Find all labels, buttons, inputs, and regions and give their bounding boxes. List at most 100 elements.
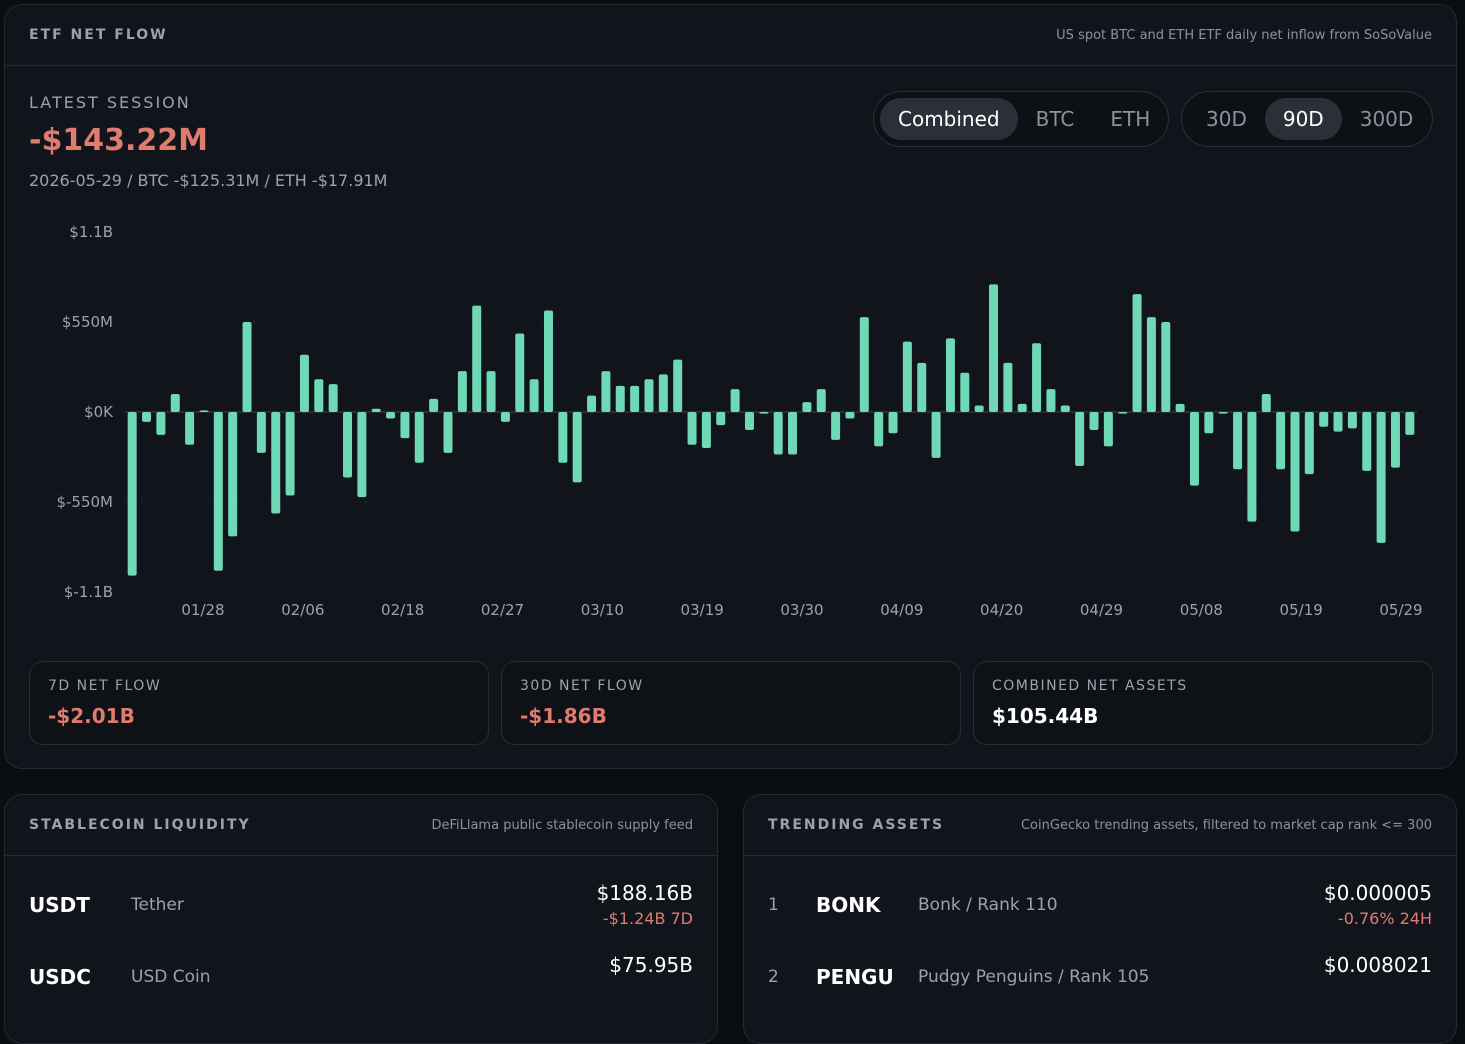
flow-bar[interactable] bbox=[644, 379, 654, 412]
flow-bar[interactable] bbox=[888, 412, 898, 434]
flow-bar[interactable] bbox=[1247, 412, 1257, 522]
flow-bar[interactable] bbox=[1017, 403, 1027, 412]
flow-bar[interactable] bbox=[687, 412, 697, 445]
flow-bar[interactable] bbox=[1218, 412, 1228, 414]
flow-bar[interactable] bbox=[587, 395, 597, 412]
flow-bar[interactable] bbox=[902, 341, 912, 412]
flow-bar[interactable] bbox=[472, 305, 482, 412]
flow-bar[interactable] bbox=[1390, 412, 1400, 468]
flow-bar[interactable] bbox=[831, 412, 841, 440]
flow-bar[interactable] bbox=[1304, 412, 1314, 475]
flow-bar[interactable] bbox=[730, 389, 740, 412]
flow-bar[interactable] bbox=[1032, 343, 1042, 412]
flow-bar[interactable] bbox=[371, 408, 381, 412]
flow-bar[interactable] bbox=[974, 405, 984, 412]
flow-bar[interactable] bbox=[759, 412, 769, 414]
flow-bar[interactable] bbox=[414, 412, 424, 463]
flow-bar[interactable] bbox=[773, 412, 783, 455]
flow-bar[interactable] bbox=[744, 412, 754, 430]
tab-combined[interactable]: Combined bbox=[880, 98, 1018, 140]
flow-bar[interactable] bbox=[615, 385, 625, 412]
flow-bar[interactable] bbox=[1405, 412, 1415, 435]
flow-bar[interactable] bbox=[1333, 412, 1343, 432]
flow-bar[interactable] bbox=[960, 372, 970, 412]
list-item[interactable]: USDT Tether $188.16B -$1.24B 7D bbox=[5, 873, 717, 939]
flow-bar[interactable] bbox=[357, 412, 367, 498]
flow-bar[interactable] bbox=[127, 412, 137, 576]
flow-bar[interactable] bbox=[1189, 412, 1199, 486]
flow-bar[interactable] bbox=[1276, 412, 1286, 470]
flow-bar[interactable] bbox=[630, 385, 640, 412]
flow-bar[interactable] bbox=[1146, 317, 1156, 412]
tab-30d[interactable]: 30D bbox=[1206, 107, 1247, 131]
flow-bar[interactable] bbox=[486, 371, 496, 412]
tab-eth[interactable]: ETH bbox=[1110, 107, 1151, 131]
flow-bar[interactable] bbox=[1175, 403, 1185, 412]
flow-bar[interactable] bbox=[443, 412, 453, 453]
flow-bar[interactable] bbox=[343, 412, 353, 478]
tab-btc[interactable]: BTC bbox=[1035, 107, 1075, 131]
tab-90d[interactable]: 90D bbox=[1264, 98, 1342, 140]
flow-bar[interactable] bbox=[1362, 412, 1372, 471]
flow-bar[interactable] bbox=[1261, 394, 1271, 412]
flow-bar[interactable] bbox=[285, 412, 295, 496]
flow-bar[interactable] bbox=[1204, 412, 1214, 434]
flow-bar[interactable] bbox=[572, 412, 582, 483]
flow-bar[interactable] bbox=[400, 412, 410, 439]
flow-bar[interactable] bbox=[1132, 294, 1142, 412]
flow-bar[interactable] bbox=[1046, 389, 1056, 412]
flow-bar[interactable] bbox=[1075, 412, 1085, 466]
flow-bar[interactable] bbox=[1118, 412, 1128, 414]
flow-bar[interactable] bbox=[701, 412, 711, 448]
flow-bar[interactable] bbox=[1233, 412, 1243, 470]
flow-bar[interactable] bbox=[1319, 412, 1329, 427]
flow-bar[interactable] bbox=[917, 362, 927, 412]
flow-bar[interactable] bbox=[185, 412, 195, 445]
list-item[interactable]: 2 PENGU Pudgy Penguins / Rank 105 $0.008… bbox=[744, 945, 1456, 1011]
flow-bar[interactable] bbox=[457, 371, 467, 412]
list-item[interactable]: 1 BONK Bonk / Rank 110 $0.000005 -0.76% … bbox=[744, 873, 1456, 939]
flow-bar[interactable] bbox=[256, 412, 266, 453]
flow-bar[interactable] bbox=[845, 412, 855, 419]
flow-bar[interactable] bbox=[529, 379, 539, 412]
flow-bar[interactable] bbox=[1060, 405, 1070, 412]
flow-bar[interactable] bbox=[299, 354, 309, 412]
flow-bar[interactable] bbox=[156, 412, 166, 435]
flow-bar[interactable] bbox=[328, 384, 338, 412]
flow-bar[interactable] bbox=[601, 371, 611, 412]
flow-bar[interactable] bbox=[314, 379, 324, 412]
flow-bar[interactable] bbox=[170, 394, 180, 412]
flow-bar[interactable] bbox=[199, 410, 209, 412]
flow-bar[interactable] bbox=[989, 284, 999, 412]
flow-bar[interactable] bbox=[1003, 362, 1013, 412]
flow-bar[interactable] bbox=[931, 412, 941, 458]
flow-bar[interactable] bbox=[658, 374, 668, 412]
flow-bar[interactable] bbox=[1161, 322, 1171, 412]
flow-bar[interactable] bbox=[228, 412, 238, 537]
flow-bar[interactable] bbox=[242, 322, 252, 412]
flow-bar[interactable] bbox=[543, 310, 553, 412]
flow-bar[interactable] bbox=[788, 412, 798, 455]
flow-bar[interactable] bbox=[874, 412, 884, 447]
flow-bar[interactable] bbox=[558, 412, 568, 463]
flow-bar[interactable] bbox=[1103, 412, 1113, 447]
list-item[interactable]: USDC USD Coin $75.95B bbox=[5, 945, 717, 1011]
tab-300d[interactable]: 300D bbox=[1359, 107, 1414, 131]
flow-bar[interactable] bbox=[271, 412, 281, 514]
flow-bar[interactable] bbox=[673, 359, 683, 412]
flow-bar[interactable] bbox=[515, 333, 525, 412]
flow-bar[interactable] bbox=[1347, 412, 1357, 429]
flow-bar[interactable] bbox=[1376, 412, 1386, 543]
flow-bar[interactable] bbox=[1089, 412, 1099, 430]
flow-bar[interactable] bbox=[802, 402, 812, 412]
flow-bar[interactable] bbox=[1290, 412, 1300, 532]
flow-bar[interactable] bbox=[716, 412, 726, 426]
flow-bar[interactable] bbox=[500, 412, 510, 422]
flow-bar[interactable] bbox=[816, 389, 826, 412]
flow-bar[interactable] bbox=[213, 412, 223, 571]
flow-bar[interactable] bbox=[386, 412, 396, 419]
flow-bar[interactable] bbox=[142, 412, 152, 422]
flow-bar[interactable] bbox=[945, 338, 955, 412]
flow-bar[interactable] bbox=[429, 398, 439, 412]
flow-bar[interactable] bbox=[859, 317, 869, 412]
